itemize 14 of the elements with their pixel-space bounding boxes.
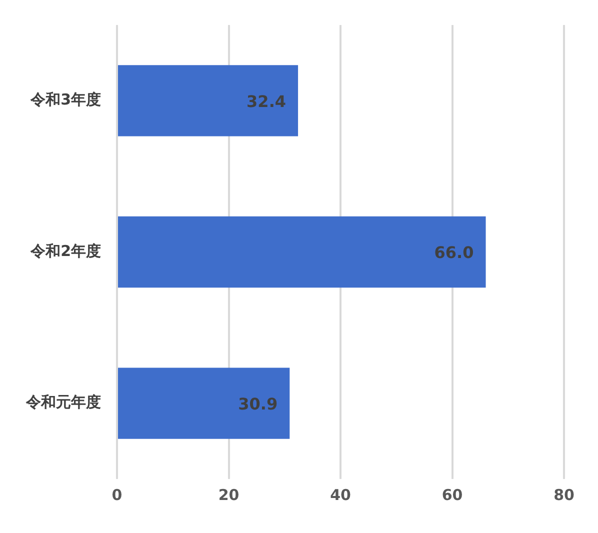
x-tick-label: 0 bbox=[112, 486, 122, 504]
data-label: 32.4 bbox=[246, 92, 286, 111]
y-tick-label: 令和3年度 bbox=[30, 90, 101, 109]
bar bbox=[118, 65, 298, 136]
bar bbox=[118, 216, 486, 288]
x-tick-label: 20 bbox=[218, 486, 240, 504]
bar bbox=[118, 368, 290, 439]
y-tick-label: 令和2年度 bbox=[30, 242, 101, 260]
y-tick-label: 令和元年度 bbox=[25, 393, 101, 412]
x-tick-label: 40 bbox=[330, 486, 351, 504]
x-tick-label: 80 bbox=[554, 486, 574, 504]
data-label: 30.9 bbox=[238, 394, 278, 414]
x-tick-label: 60 bbox=[442, 486, 463, 504]
data-label: 66.0 bbox=[434, 243, 474, 262]
